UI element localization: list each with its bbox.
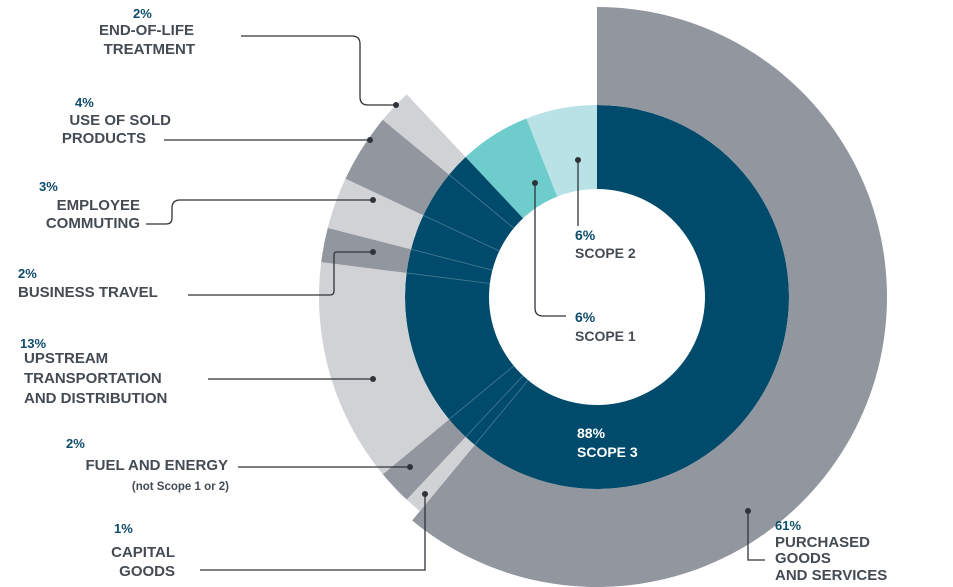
leader-dot <box>370 197 376 203</box>
inner-divider-line <box>448 174 515 229</box>
scope-label: SCOPE 1 <box>575 328 636 344</box>
outer-slice-upstream-transportation-and-distribution <box>319 262 450 475</box>
category-label: AND SERVICES <box>775 567 887 584</box>
category-label: GOODS <box>119 563 175 580</box>
outer-slice-end-of-life-treatment <box>382 94 466 175</box>
leader-line <box>146 199 373 225</box>
leader-line <box>200 494 426 571</box>
scope-label: SCOPE 2 <box>575 245 636 261</box>
inner-label-scope-2: 6% SCOPE 2 <box>575 157 636 261</box>
percent-label: 2% <box>133 6 152 21</box>
scope-label: SCOPE 3 <box>577 444 638 460</box>
category-label: PURCHASED <box>775 534 870 551</box>
leader-dot <box>370 249 376 255</box>
category-label: USE OF SOLD <box>69 112 171 129</box>
inner-label-scope-1: 6% SCOPE 1 <box>532 180 636 344</box>
percent-label: 6% <box>575 227 596 243</box>
leader-dot <box>370 376 376 382</box>
outer-slice-employee-commuting <box>327 178 424 250</box>
leader-dot <box>745 508 751 514</box>
category-label: UPSTREAM <box>24 350 108 367</box>
outer-slice-use-of-sold-products <box>345 119 450 216</box>
category-label: TRANSPORTATION <box>24 370 162 387</box>
category-label: TREATMENT <box>104 41 195 58</box>
inner-label-scope-3: 88% SCOPE 3 <box>577 425 638 460</box>
percent-label: 61% <box>775 518 801 533</box>
leader-dot <box>422 491 428 497</box>
leader-line <box>188 251 373 296</box>
outer-slice-purchased-goods-and-services <box>412 7 887 587</box>
category-label: BUSINESS TRAVEL <box>18 284 158 301</box>
inner-divider-line <box>448 365 515 420</box>
category-label: CAPITAL <box>111 544 175 561</box>
inner-divider-line <box>465 375 524 438</box>
leader-line <box>534 183 566 317</box>
category-label: COMMUTING <box>46 215 140 232</box>
category-note: (not Scope 1 or 2) <box>132 481 229 493</box>
outer-label-business-travel: 2% BUSINESS TRAVEL <box>18 249 376 301</box>
outer-label-capital-goods: 1% CAPITAL GOODS <box>111 491 428 580</box>
outer-slice-fuel-and-energy <box>382 419 466 500</box>
percent-label: 2% <box>66 436 85 451</box>
leader-line <box>747 511 765 561</box>
percent-label: 3% <box>39 179 58 194</box>
category-label: PRODUCTS <box>62 130 146 147</box>
category-label: END-OF-LIFE <box>99 22 194 39</box>
inner-divider-line <box>410 248 493 271</box>
outer-label-upstream-transportation-and-distribution: 13%UPSTREAM TRANSPORTATION AND DISTRIBUTIO… <box>20 336 376 407</box>
inner-divider-line <box>406 272 490 284</box>
inner-slice-scope-3 <box>405 105 790 490</box>
inner-divider-line <box>423 214 500 252</box>
inner-slice-scope-2 <box>526 105 597 197</box>
leader-line <box>241 35 396 106</box>
category-label: GOODS <box>775 550 831 567</box>
leader-dot <box>532 180 538 186</box>
leader-dot <box>367 137 373 143</box>
category-label: EMPLOYEE <box>57 197 140 214</box>
inner-slice-scope-1 <box>465 118 558 219</box>
percent-label: 2% <box>18 266 37 281</box>
inner-divider-line <box>474 379 529 446</box>
leader-dot <box>575 157 581 163</box>
outer-label-end-of-life-treatment: 2%END-OF-LIFE TREATMENT <box>99 6 399 108</box>
outer-label-fuel-and-energy: 2%FUEL AND ENERGY (not Scope 1 or 2) <box>66 436 413 493</box>
category-label: AND DISTRIBUTION <box>24 390 167 407</box>
percent-label: 4% <box>75 95 94 110</box>
percent-label: 13% <box>20 336 46 351</box>
percent-label: 6% <box>575 309 596 325</box>
outer-slice-business-travel <box>321 227 412 273</box>
category-label: FUEL AND ENERGY <box>85 457 228 474</box>
leader-dot <box>393 102 399 108</box>
percent-label: 1% <box>114 521 133 536</box>
leader-dot <box>407 464 413 470</box>
percent-label: 88% <box>577 425 606 441</box>
